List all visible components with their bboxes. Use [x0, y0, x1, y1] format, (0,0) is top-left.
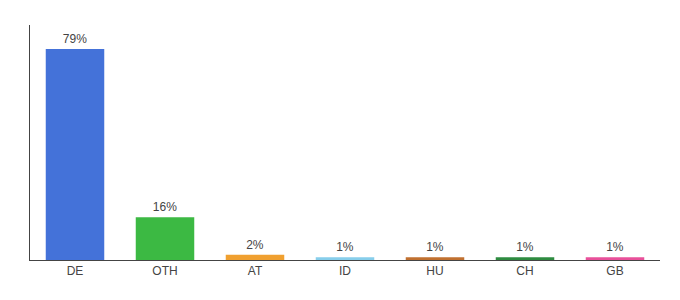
svg-text:CH: CH	[516, 264, 533, 278]
svg-text:DE: DE	[67, 264, 84, 278]
svg-text:AT: AT	[248, 264, 263, 278]
svg-text:1%: 1%	[606, 240, 624, 254]
svg-text:OTH: OTH	[152, 264, 177, 278]
svg-text:16%: 16%	[153, 200, 177, 214]
svg-text:1%: 1%	[516, 240, 534, 254]
svg-text:1%: 1%	[336, 240, 354, 254]
svg-text:ID: ID	[339, 264, 351, 278]
svg-text:GB: GB	[606, 264, 623, 278]
svg-text:HU: HU	[426, 264, 443, 278]
svg-text:1%: 1%	[426, 240, 444, 254]
svg-text:79%: 79%	[63, 32, 87, 46]
svg-text:2%: 2%	[246, 238, 264, 252]
